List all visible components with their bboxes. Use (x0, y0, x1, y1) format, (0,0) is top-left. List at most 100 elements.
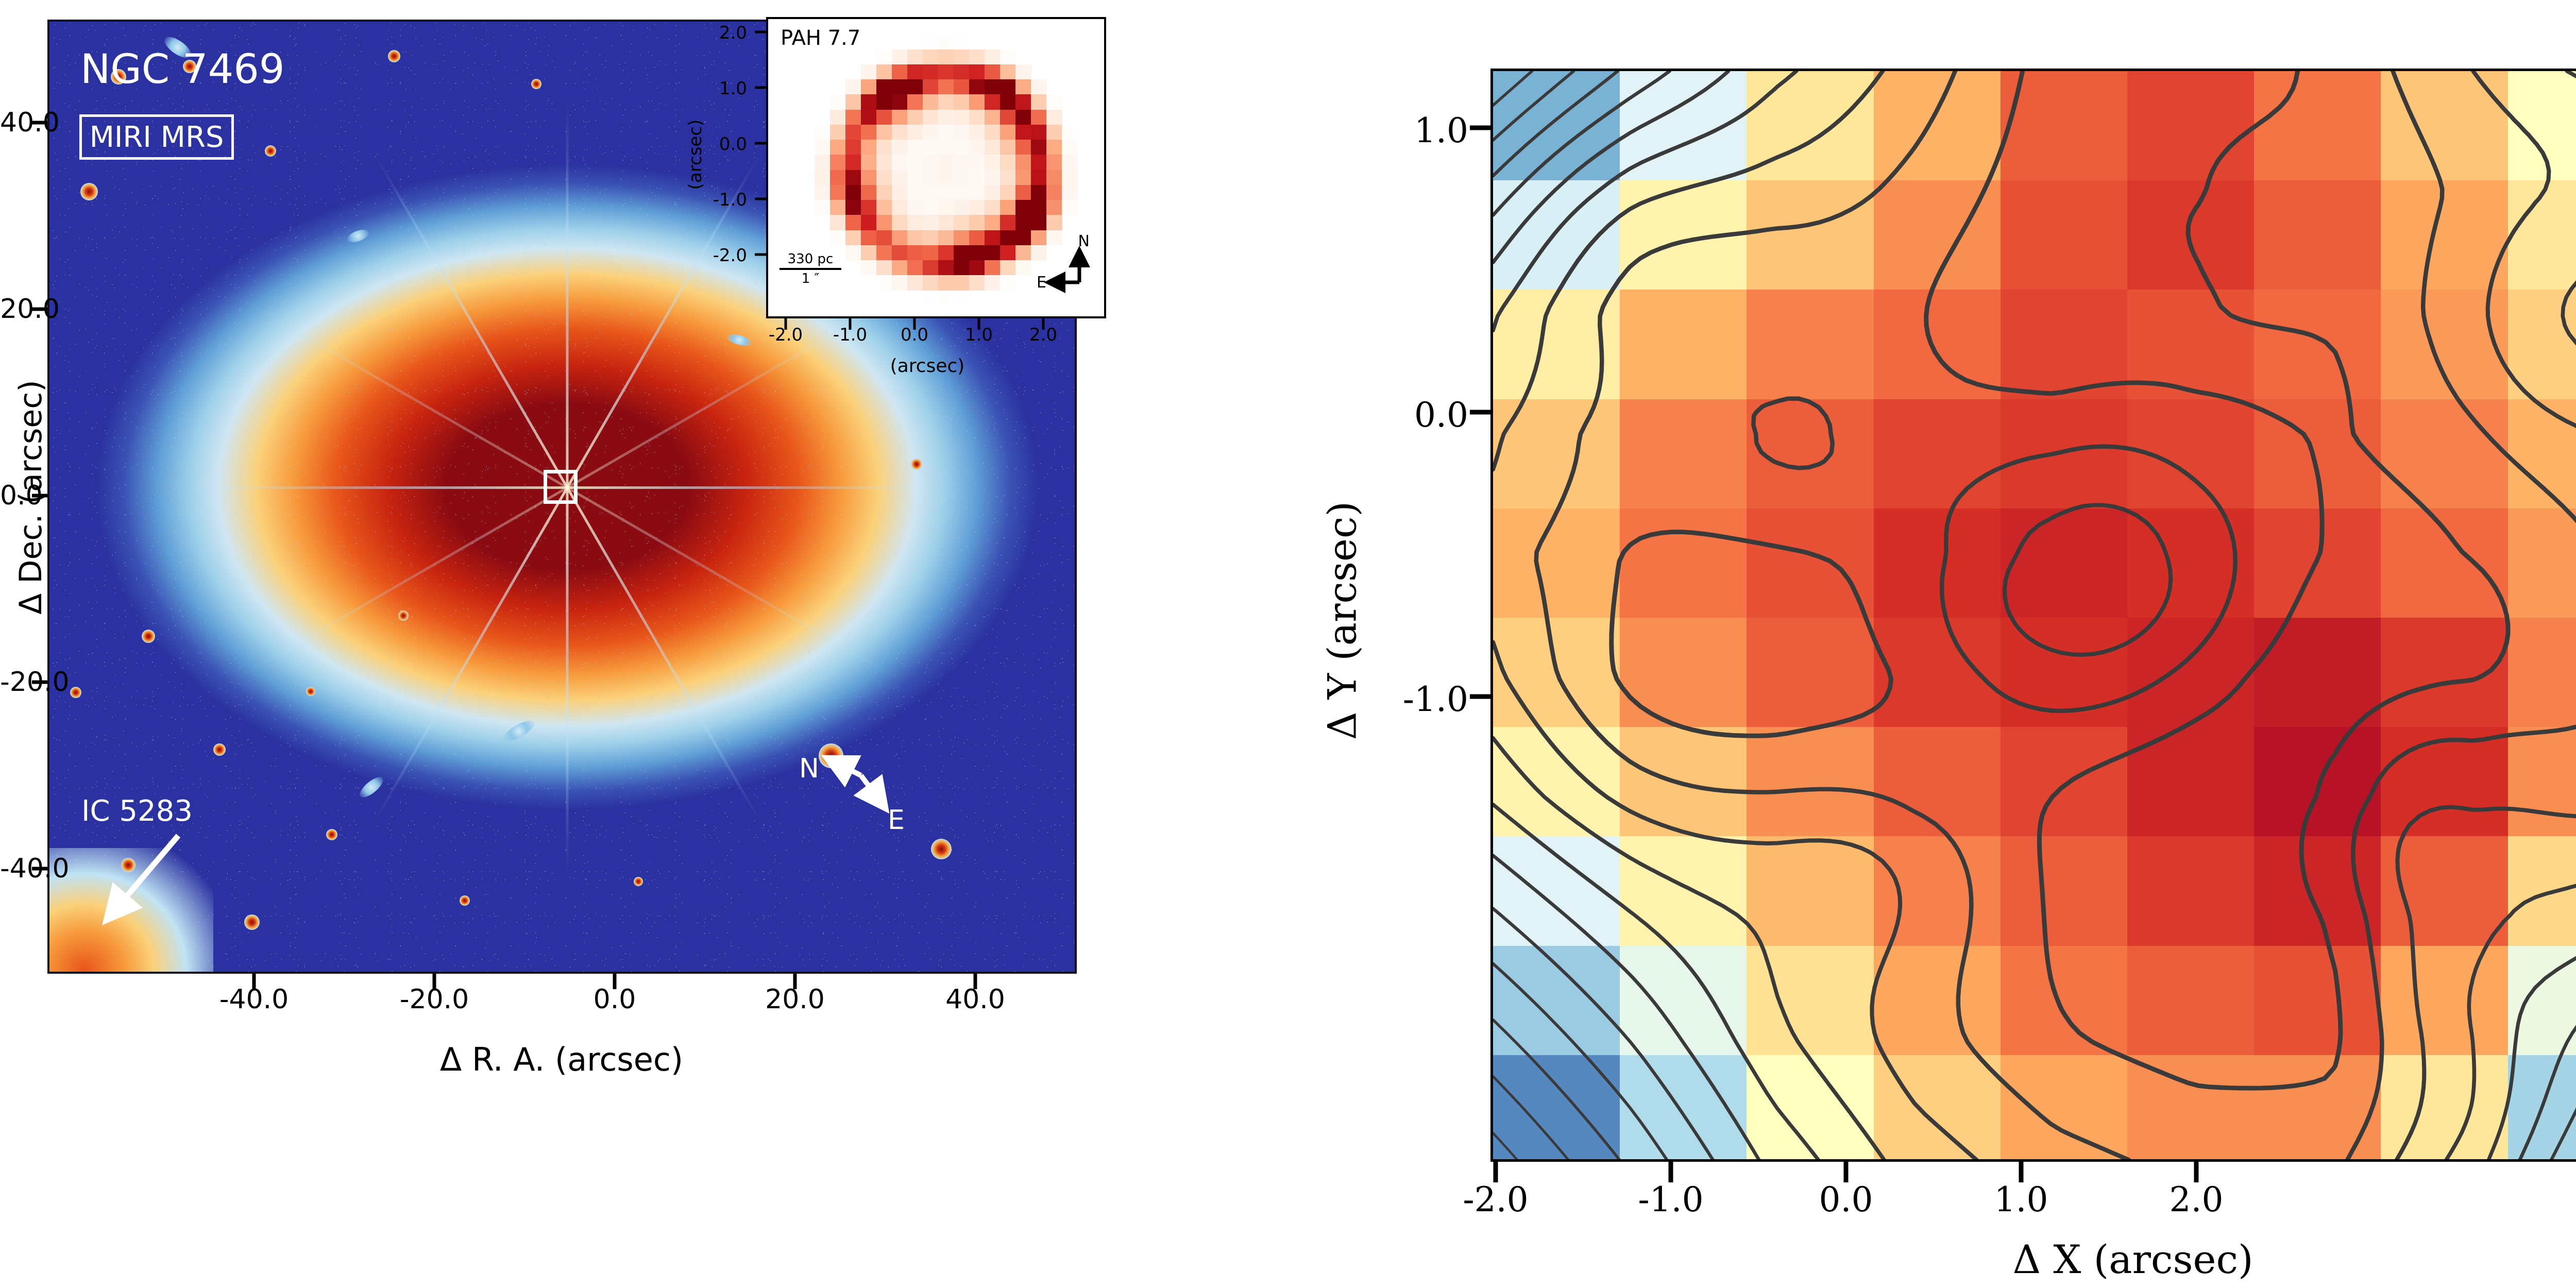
pah-pixel (1000, 230, 1016, 246)
field-star (80, 183, 98, 201)
pah-pixel (845, 245, 861, 261)
object-label: NGC 7469 (80, 46, 285, 93)
pah-pixel (1031, 109, 1047, 125)
pah-pixel (938, 245, 954, 261)
pah-pixel (1046, 94, 1062, 110)
pah-pixel (845, 215, 861, 231)
pah-pixel (815, 124, 831, 140)
pah-pixel (1000, 215, 1016, 231)
pah-pixel (954, 140, 970, 155)
pah-pixel (861, 260, 877, 276)
pah-pixel (845, 170, 861, 185)
contour-line (1493, 71, 2576, 1159)
pah-pixel (969, 140, 985, 155)
pah-pixel (861, 200, 877, 215)
pah-pixel (907, 215, 923, 231)
pah-pixel (985, 184, 1001, 200)
pah-pixel (907, 79, 923, 95)
pah-pixel (985, 215, 1001, 231)
pah-pixel (1000, 155, 1016, 171)
pah-pixel (1031, 140, 1047, 155)
pah-pixel (954, 170, 970, 185)
sfr-pixel (2381, 1055, 2509, 1159)
pah-pixel (985, 230, 1001, 246)
pah-pixel (969, 94, 985, 110)
pah-pixel (1046, 140, 1062, 155)
pah-pixel (954, 124, 970, 140)
pah-pixel (954, 275, 970, 291)
sfr-pixel (1493, 71, 1620, 181)
pah-pixel (907, 64, 923, 80)
right-xtick-label: -2.0 (1463, 1180, 1529, 1219)
sfr-pixel (2000, 290, 2128, 400)
pah-pixel (923, 94, 939, 110)
pah-pixel (969, 109, 985, 125)
mrs-fov-box (544, 470, 578, 504)
contour-line (1609, 71, 2511, 1091)
pah-pixel (907, 245, 923, 261)
h2-mass-contours (1493, 71, 2576, 1159)
sfr-pixel (2507, 180, 2576, 291)
pah-pixel (938, 200, 954, 215)
pah-pixel (985, 245, 1001, 261)
pah-pixel (969, 155, 985, 171)
sfr-pixel (2254, 945, 2382, 1056)
pah-pixel (923, 260, 939, 276)
contour-line (1493, 71, 1669, 1159)
pah-pixel (830, 155, 846, 171)
pah-pixel (876, 64, 892, 80)
sfr-pixel (2000, 180, 2128, 291)
compass-inset (1044, 246, 1090, 293)
pah-pixel (969, 215, 985, 231)
pah-pixel (938, 184, 954, 200)
pah-pixel (861, 124, 877, 140)
pah-pixel (954, 34, 970, 50)
pah-pixel (938, 215, 954, 231)
sfr-pixel (1873, 727, 2001, 837)
pah-pixel (907, 260, 923, 276)
pah-pixel (1062, 124, 1078, 140)
contour-line (1493, 1075, 1570, 1159)
pah-pixel (1015, 94, 1031, 110)
pah-pixel (985, 124, 1001, 140)
pah-pixel (845, 124, 861, 140)
right-panel-sfr-map: MH2 (1490, 69, 2576, 1162)
pah-pixel (923, 140, 939, 155)
sfr-pixel (1620, 290, 1748, 400)
sfr-pixel (2127, 180, 2255, 291)
compass-east-label-left: E (888, 805, 905, 836)
pah-pixel (923, 275, 939, 291)
sfr-pixel (1747, 399, 1874, 509)
pah-pixel (923, 215, 939, 231)
pah-pixel (907, 94, 923, 110)
pah-pixel (938, 290, 954, 306)
compass-north-label-left: N (799, 753, 819, 784)
pah-pixel (830, 124, 846, 140)
sfr-pixel (2000, 1055, 2128, 1159)
pah-pixel (923, 124, 939, 140)
pah-pixel (861, 94, 877, 110)
pah-pixel (969, 49, 985, 65)
pah-pixel (954, 64, 970, 80)
pah-pixel (1000, 109, 1016, 125)
pah-pixel (1046, 215, 1062, 231)
sfr-pixel (2254, 1055, 2382, 1159)
pah-pixel (892, 275, 908, 291)
pah-pixel (1031, 200, 1047, 215)
pah-pixel (1015, 109, 1031, 125)
pah-pixel (1000, 140, 1016, 155)
sfr-pixel (2381, 945, 2509, 1056)
pah-pixel (1031, 170, 1047, 185)
sfr-pixel (2381, 180, 2509, 291)
pah-pixel (907, 170, 923, 185)
pah-pixel (1000, 64, 1016, 80)
pah-pixel (985, 140, 1001, 155)
field-star (111, 69, 127, 85)
sfr-pixel (1747, 618, 1874, 727)
pah-pixel (1015, 245, 1031, 261)
compass-east-label-inset: E (1037, 274, 1046, 292)
pah-pixel (938, 140, 954, 155)
sfr-pixel (2507, 508, 2576, 618)
pah-pixel (876, 245, 892, 261)
pah-pixel (938, 79, 954, 95)
